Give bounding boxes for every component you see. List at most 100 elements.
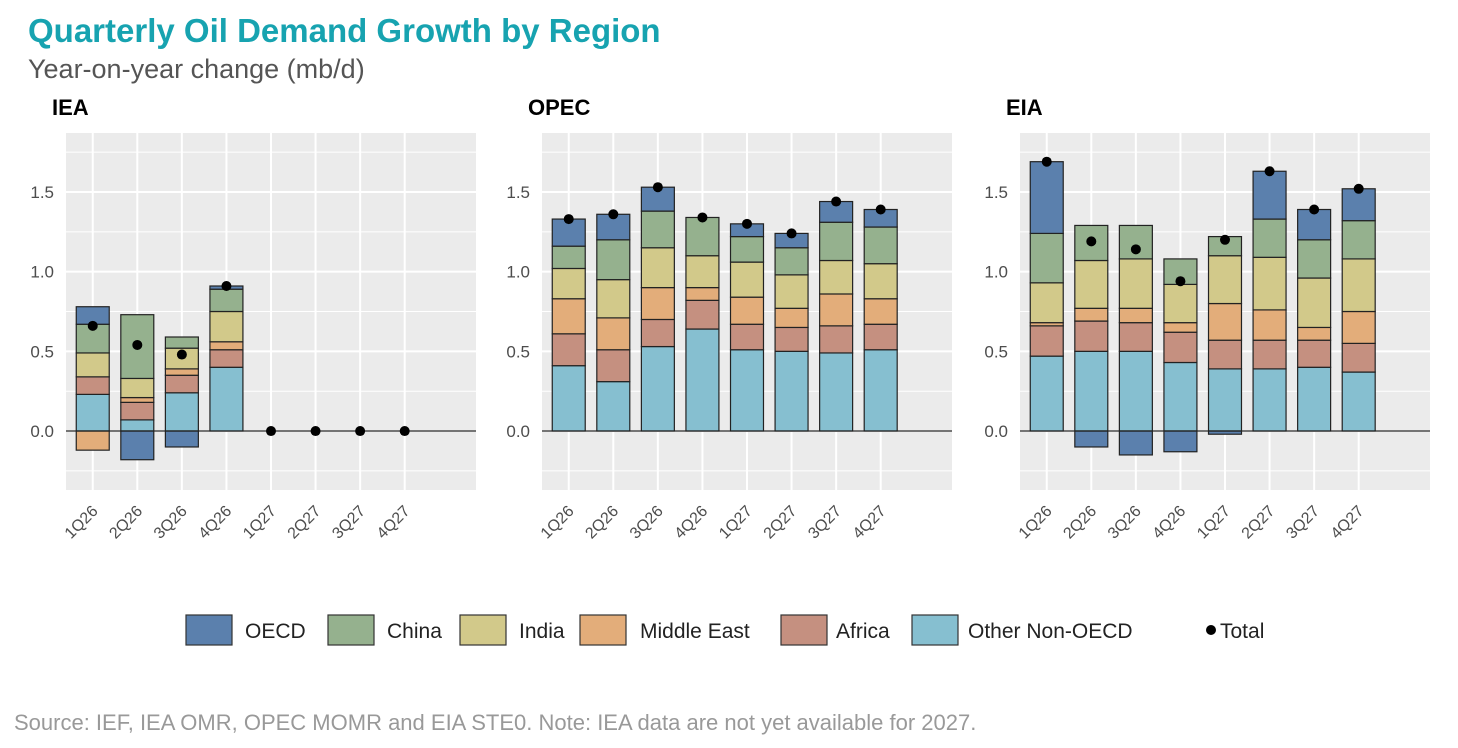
bar-segment-middle-east xyxy=(551,298,586,335)
bar-segment-africa xyxy=(819,325,854,354)
x-tick-label: 3Q26 xyxy=(627,503,667,543)
x-tick-label: 4Q27 xyxy=(1328,503,1368,543)
bar-segment-other-non-oecd xyxy=(1252,368,1287,432)
bar-segment-other-non-oecd xyxy=(1207,368,1243,432)
bar-segment-china xyxy=(819,221,854,262)
bar-segment-china xyxy=(1029,232,1064,284)
bar-segment-africa xyxy=(774,326,809,352)
panel-title: OPEC xyxy=(528,95,590,120)
bar-segment-middle-east xyxy=(1341,310,1376,344)
legend-key-india xyxy=(459,614,507,646)
bar-segment-africa xyxy=(1163,331,1198,364)
bar-segment-india xyxy=(774,274,809,309)
x-tick-label: 4Q26 xyxy=(1150,503,1190,543)
bar-segment-middle-east xyxy=(1207,302,1243,341)
x-tick-label: 1Q27 xyxy=(240,503,280,543)
bar-segment-africa xyxy=(551,333,586,367)
bar-segment-middle-east xyxy=(1118,307,1153,324)
bar-segment-africa xyxy=(75,376,110,395)
legend-label: Total xyxy=(1220,620,1264,643)
total-point xyxy=(310,426,321,437)
panel-eia: EIA 0.0 0.5 1.0 1.5 1Q26 2Q26 3Q26 4Q26 1Q27 2Q27 3… xyxy=(984,95,1430,543)
y-tick-label: 1.5 xyxy=(30,183,54,202)
y-tick-label: 1.0 xyxy=(506,263,530,282)
bar-segment-india xyxy=(1074,259,1109,309)
total-point xyxy=(132,339,143,350)
x-tick-label: 2Q26 xyxy=(582,503,622,543)
bar-segment-oecd xyxy=(1029,161,1064,235)
x-tick-label: 2Q26 xyxy=(106,503,146,543)
x-tick-label: 3Q27 xyxy=(805,503,845,543)
total-point xyxy=(697,212,708,223)
bar-segment-china xyxy=(551,245,586,270)
total-point xyxy=(786,228,797,239)
y-tick-label: 0.5 xyxy=(506,342,530,361)
x-tick-label: 2Q27 xyxy=(1239,503,1279,543)
legend-key-africa xyxy=(780,614,828,646)
bar-segment-africa xyxy=(1341,342,1376,373)
total-point xyxy=(563,214,574,225)
bar-segment-india xyxy=(1118,258,1153,309)
total-point xyxy=(87,320,98,331)
bar-segment-middle-east xyxy=(863,298,898,325)
legend-key-oecd xyxy=(185,614,233,646)
bar-segment-africa xyxy=(209,349,244,368)
bar-segment-africa xyxy=(164,374,199,394)
bar-segment-africa xyxy=(640,318,675,348)
bar-segment-other-non-oecd xyxy=(551,365,586,432)
total-point xyxy=(831,196,842,207)
panel-title: IEA xyxy=(52,95,89,120)
bar-segment-other-non-oecd xyxy=(819,352,854,432)
bar-segment-other-non-oecd xyxy=(863,349,898,432)
x-tick-label: 1Q26 xyxy=(62,503,102,543)
bar-segment-africa xyxy=(1029,325,1064,357)
y-tick-label: 0.0 xyxy=(984,422,1008,441)
bar-segment-other-non-oecd xyxy=(1074,350,1109,432)
bar-segment-africa xyxy=(1297,339,1332,368)
x-tick-label: 3Q27 xyxy=(329,503,369,543)
bar-segment-other-non-oecd xyxy=(1118,350,1153,432)
y-tick-label: 1.5 xyxy=(506,183,530,202)
bar-segment-india xyxy=(209,310,244,343)
bar-segment-oecd xyxy=(1297,208,1332,241)
bar-segment-india xyxy=(551,267,586,300)
bar-segment-africa xyxy=(863,323,898,351)
bar-segment-middle-east xyxy=(1163,322,1198,333)
legend-label: Middle East xyxy=(640,620,750,643)
bar-segment-india xyxy=(863,263,898,300)
bar-segment-oecd xyxy=(1163,430,1198,453)
bar-segment-middle-east xyxy=(596,317,631,351)
bar-segment-middle-east xyxy=(1252,309,1287,341)
bar-segment-china xyxy=(596,239,631,281)
bar-segment-china xyxy=(1252,218,1287,258)
bar-segment-china xyxy=(1074,224,1109,262)
chart-title: Quarterly Oil Demand Growth by Region xyxy=(28,12,661,49)
total-point xyxy=(608,209,619,220)
bar-segment-middle-east xyxy=(1074,307,1109,322)
x-tick-label: 4Q27 xyxy=(850,503,890,543)
bar-segment-china xyxy=(209,288,244,313)
bar-segment-other-non-oecd xyxy=(1163,361,1198,432)
bar-segment-other-non-oecd xyxy=(1029,355,1064,432)
x-tick-label: 1Q27 xyxy=(716,503,756,543)
x-tick-label: 4Q27 xyxy=(374,503,414,543)
y-tick-label: 1.0 xyxy=(984,263,1008,282)
bar-segment-other-non-oecd xyxy=(640,345,675,432)
bar-segment-middle-east xyxy=(640,286,675,321)
total-point xyxy=(742,218,752,229)
x-tick-label: 2Q27 xyxy=(761,503,801,543)
bar-segment-india xyxy=(1297,277,1332,329)
bar-segment-china xyxy=(640,210,675,249)
bar-segment-middle-east xyxy=(685,286,720,301)
bar-segment-china xyxy=(685,216,720,257)
panel-iea: IEA 0.0 0.5 1.0 1.5 1Q26 2Q26 3Q26 4Q26 1Q27 2Q27 3… xyxy=(30,95,476,543)
bar-segment-india xyxy=(75,352,110,378)
legend-key-china xyxy=(327,614,375,646)
bar-segment-china xyxy=(1297,239,1332,279)
y-tick-label: 1.0 xyxy=(30,263,54,282)
total-point xyxy=(399,426,410,437)
bar-segment-india xyxy=(596,279,631,319)
bar-segment-africa xyxy=(596,349,631,383)
total-point xyxy=(1353,183,1364,194)
total-point xyxy=(355,426,366,437)
